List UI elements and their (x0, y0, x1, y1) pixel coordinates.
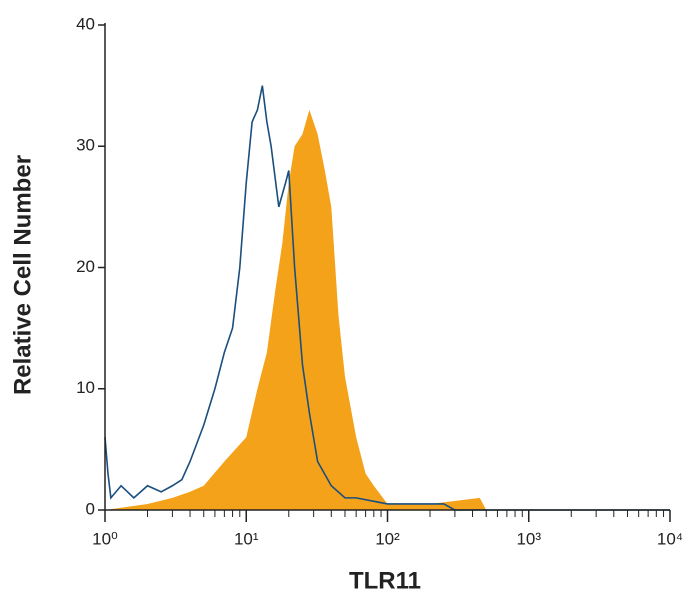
y-tick-label: 20 (76, 257, 95, 276)
y-tick-label: 30 (76, 136, 95, 155)
x-tick-label: 10³ (516, 529, 541, 548)
x-tick-label: 10⁴ (657, 529, 683, 548)
histogram-outline (104, 85, 670, 511)
x-axis-title: TLR11 (349, 567, 421, 594)
histogram-area (105, 109, 487, 510)
x-tick-label: 10² (375, 529, 400, 548)
y-tick-label: 40 (76, 14, 95, 33)
y-tick-label: 0 (86, 499, 95, 518)
x-tick-label: 10¹ (234, 529, 259, 548)
y-axis-title: Relative Cell Number (9, 155, 36, 395)
x-tick-label: 10⁰ (92, 529, 118, 548)
y-tick-label: 10 (76, 378, 95, 397)
